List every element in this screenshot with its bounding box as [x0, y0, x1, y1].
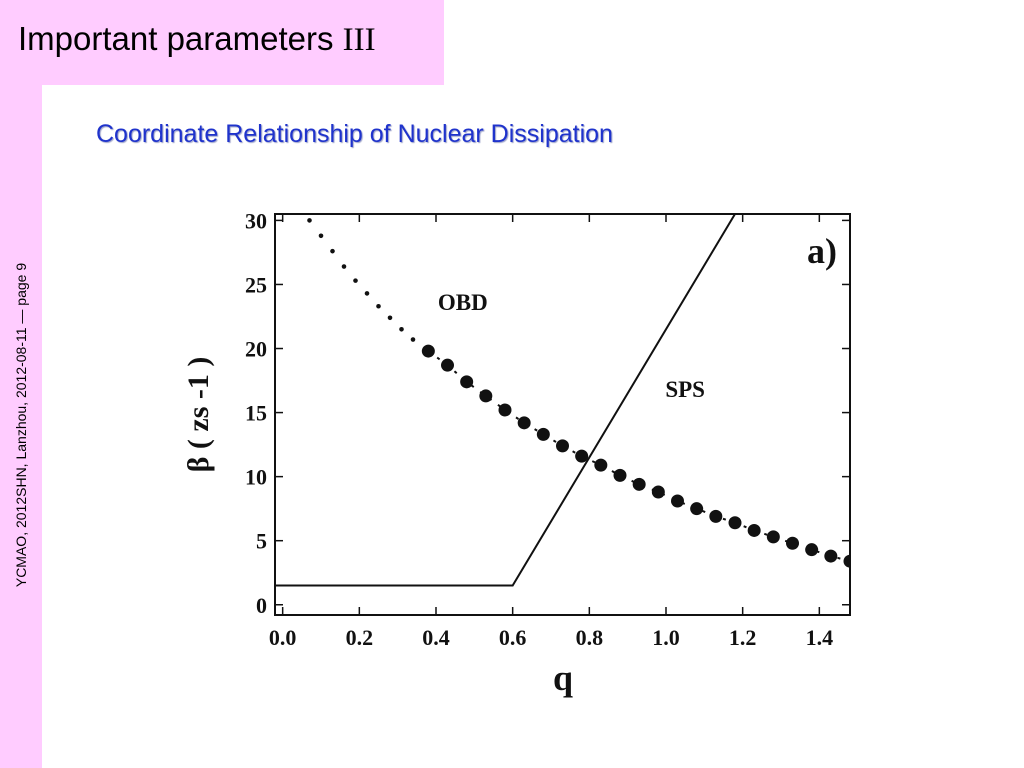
obd-point-small [353, 278, 358, 283]
obd-point-large [479, 389, 493, 403]
obd-point-large [613, 468, 627, 482]
obd-point-small [318, 233, 324, 239]
x-tick-label: 1.0 [652, 625, 680, 650]
curve-annotation-obd: OBD [438, 290, 488, 315]
y-tick-label: 5 [256, 529, 267, 554]
obd-point-large [824, 549, 838, 563]
obd-point-large [671, 494, 684, 508]
slide-title-text: Important parameters [18, 20, 343, 57]
obd-point-large [498, 403, 512, 417]
obd-point-large [460, 375, 474, 389]
obd-point-small [330, 248, 335, 254]
y-tick-label: 10 [245, 465, 267, 490]
footer-vertical: YCMAO, 2012SHN, Lanzhou, 2012-08-11 — pa… [13, 262, 29, 588]
obd-point-small [307, 218, 312, 223]
y-tick-label: 15 [245, 401, 267, 426]
x-axis-label: q [553, 658, 573, 698]
obd-point-large [709, 509, 723, 523]
obd-point-small [410, 337, 416, 342]
x-tick-label: 0.0 [269, 625, 297, 650]
y-tick-label: 0 [256, 593, 267, 618]
obd-point-large [786, 536, 799, 550]
panel-label: a) [807, 231, 837, 271]
y-axis-label: β ( zs -1 ) [182, 357, 215, 473]
obd-point-large [556, 439, 569, 453]
x-tick-label: 1.2 [729, 625, 757, 650]
sps-line [275, 214, 736, 587]
x-tick-label: 0.2 [346, 625, 374, 650]
obd-point-small [341, 264, 347, 269]
obd-point-large [632, 477, 646, 491]
side-strip [0, 85, 42, 768]
obd-point-large [536, 427, 550, 441]
obd-point-large [575, 449, 589, 463]
obd-point-large [517, 416, 531, 430]
x-tick-label: 1.4 [806, 625, 834, 650]
x-tick-label: 0.4 [422, 625, 450, 650]
obd-point-large [728, 516, 742, 530]
dissipation-chart: 0.0 0.2 0.4 0.6 0.8 1.0 1.2 1.4 0 5 10 15 20 25 30 OBD S… [182, 208, 851, 698]
title-box [0, 0, 444, 85]
y-tick-label: 30 [245, 208, 267, 233]
obd-point-large [651, 485, 665, 499]
obd-point-small [399, 327, 404, 332]
chart-axes [274, 213, 851, 616]
obd-connector [427, 350, 850, 563]
obd-point-large [421, 344, 435, 358]
obd-point-small [364, 291, 370, 296]
slide-title-numeral: III [342, 22, 376, 58]
obd-point-large [441, 358, 454, 372]
chart-curves [275, 214, 850, 587]
slide-subtitle: Coordinate Relationship of Nuclear Dissi… [96, 120, 613, 148]
obd-point-small [387, 315, 393, 321]
obd-point-large [594, 458, 608, 472]
obd-point-large [766, 530, 780, 544]
y-tick-label: 20 [245, 337, 267, 362]
slide-title: Important parameters III [18, 20, 376, 59]
curve-annotation-sps: SPS [665, 377, 705, 402]
x-tick-label: 0.8 [576, 625, 604, 650]
obd-point-small [376, 303, 381, 309]
obd-point-large [805, 543, 819, 557]
obd-point-large [747, 523, 761, 537]
plot-frame [274, 213, 851, 616]
y-tick-label: 25 [245, 272, 267, 297]
obd-point-large [690, 502, 704, 516]
x-tick-label: 0.6 [499, 625, 526, 650]
obd-point-large [843, 554, 850, 568]
chart-labels: 0.0 0.2 0.4 0.6 0.8 1.0 1.2 1.4 0 5 10 15 20 25 30 OBD S… [182, 208, 837, 698]
